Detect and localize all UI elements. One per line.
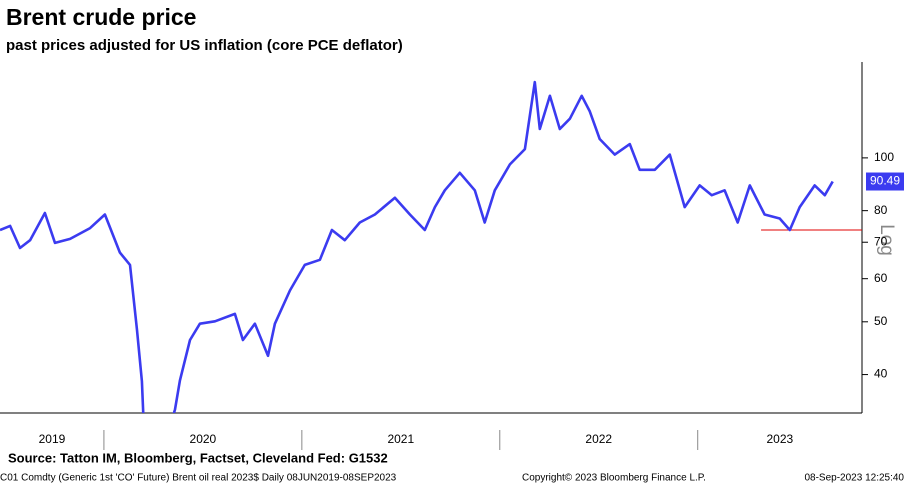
footer-left: C01 Comdty (Generic 1st 'CO' Future) Bre… <box>0 473 397 484</box>
x-tick-label: 2022 <box>585 432 612 446</box>
y-tick-label: 40 <box>874 367 888 381</box>
last-value-tag <box>866 172 904 191</box>
x-tick-label: 2020 <box>190 432 217 446</box>
y-tick-label: 80 <box>874 203 888 217</box>
y-tick-label: 100 <box>874 150 894 164</box>
chart-title: Brent crude price <box>6 4 196 30</box>
x-tick-label: 2021 <box>387 432 414 446</box>
chart-subtitle: past prices adjusted for US inflation (c… <box>6 37 403 54</box>
footer-center: Copyright© 2023 Bloomberg Finance L.P. <box>522 473 706 484</box>
plot <box>0 80 862 413</box>
footer-right: 08-Sep-2023 12:25:40 <box>804 473 904 484</box>
x-tick-label: 2019 <box>39 432 66 446</box>
last-value-label: 90.49 <box>870 174 900 188</box>
price-line <box>0 80 834 413</box>
x-tick-label: 2023 <box>767 432 794 446</box>
source: Source: Tatton IM, Bloomberg, Factset, C… <box>8 450 388 465</box>
y-tick-label: 50 <box>874 314 888 328</box>
scale-label: Log <box>876 224 897 256</box>
y-tick-label: 60 <box>874 271 888 285</box>
y-tick-label: 70 <box>874 234 888 248</box>
